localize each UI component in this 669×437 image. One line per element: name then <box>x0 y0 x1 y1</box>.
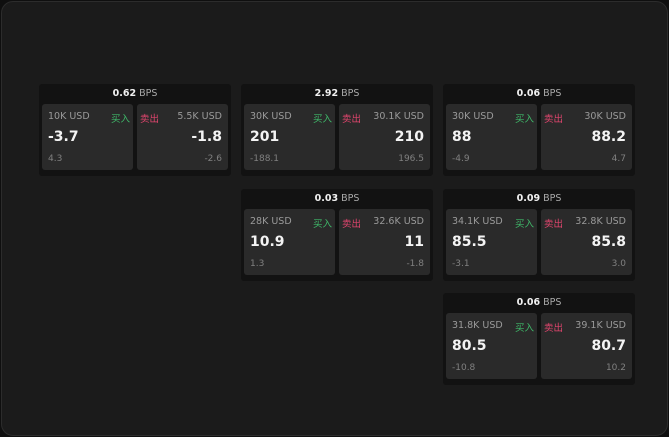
quote-card: 0.03 BPS 28K USD 买入 10.9 1.3 卖出 32.6K US… <box>241 189 433 281</box>
sell-change: 10.2 <box>605 363 626 373</box>
buy-size: 31.8K USD <box>452 320 503 331</box>
buy-price: 85.5 <box>452 234 487 250</box>
sell-change: -2.6 <box>204 154 222 164</box>
sell-label: 卖出 <box>544 323 564 334</box>
buy-price: 201 <box>250 129 280 145</box>
spread-unit: BPS <box>341 193 360 204</box>
sell-size: 5.5K USD <box>177 111 222 122</box>
buy-change: 4.3 <box>48 154 63 164</box>
spread-unit: BPS <box>543 88 562 99</box>
sell-price: 88.2 <box>591 129 626 145</box>
sell-panel[interactable]: 卖出 32.8K USD 85.8 3.0 <box>541 209 632 275</box>
buy-change: 1.3 <box>250 259 265 269</box>
buy-price: 80.5 <box>452 338 487 354</box>
buy-change: -188.1 <box>250 154 280 164</box>
buy-size: 10K USD <box>48 111 90 122</box>
spread-unit: BPS <box>543 297 562 308</box>
buy-panel[interactable]: 10K USD 买入 -3.7 4.3 <box>42 104 133 170</box>
sell-panel[interactable]: 卖出 5.5K USD -1.8 -2.6 <box>137 104 228 170</box>
sell-panel[interactable]: 卖出 32.6K USD 11 -1.8 <box>339 209 430 275</box>
sell-panel[interactable]: 卖出 39.1K USD 80.7 10.2 <box>541 313 632 379</box>
sell-label: 卖出 <box>342 114 362 125</box>
sell-label: 卖出 <box>544 219 564 230</box>
sell-price: 80.7 <box>591 338 626 354</box>
sell-size: 30K USD <box>584 111 626 122</box>
buy-price: 10.9 <box>250 234 285 250</box>
spread-value: 0.06 <box>516 297 541 308</box>
sell-label: 卖出 <box>544 114 564 125</box>
buy-label: 买入 <box>514 219 534 230</box>
spread-value: 0.06 <box>516 88 541 99</box>
sell-label: 卖出 <box>342 219 362 230</box>
spread-value: 2.92 <box>314 88 339 99</box>
sell-change: 3.0 <box>611 259 626 269</box>
buy-size: 28K USD <box>250 216 292 227</box>
quote-card: 0.09 BPS 34.1K USD 买入 85.5 -3.1 卖出 32.8K… <box>443 189 635 281</box>
buy-label: 买入 <box>312 219 332 230</box>
spread-unit: BPS <box>341 88 360 99</box>
sell-price: 85.8 <box>591 234 626 250</box>
sell-panel[interactable]: 卖出 30.1K USD 210 196.5 <box>339 104 430 170</box>
buy-size: 34.1K USD <box>452 216 503 227</box>
spread-unit: BPS <box>543 193 562 204</box>
sell-change: 196.5 <box>398 154 424 164</box>
buy-price: -3.7 <box>48 129 79 145</box>
quote-card: 0.06 BPS 30K USD 买入 88 -4.9 卖出 30K USD 8… <box>443 84 635 176</box>
sell-change: 4.7 <box>611 154 626 164</box>
buy-label: 买入 <box>110 114 130 125</box>
buy-label: 买入 <box>312 114 332 125</box>
spread-header: 0.03 BPS <box>241 189 433 209</box>
sell-size: 32.6K USD <box>373 216 424 227</box>
buy-change: -4.9 <box>452 154 470 164</box>
spread-value: 0.03 <box>314 193 339 204</box>
quote-card: 0.62 BPS 10K USD 买入 -3.7 4.3 卖出 5.5K USD… <box>39 84 231 176</box>
spread-value: 0.62 <box>112 88 137 99</box>
quote-card: 2.92 BPS 30K USD 买入 201 -188.1 卖出 30.1K … <box>241 84 433 176</box>
sell-price: -1.8 <box>191 129 222 145</box>
buy-price: 88 <box>452 129 472 145</box>
quote-card: 0.06 BPS 31.8K USD 买入 80.5 -10.8 卖出 39.1… <box>443 293 635 385</box>
buy-size: 30K USD <box>250 111 292 122</box>
spread-header: 0.06 BPS <box>443 293 635 313</box>
sell-price: 11 <box>404 234 424 250</box>
sell-price: 210 <box>394 129 424 145</box>
buy-label: 买入 <box>514 114 534 125</box>
buy-panel[interactable]: 30K USD 买入 88 -4.9 <box>446 104 537 170</box>
spread-unit: BPS <box>139 88 158 99</box>
buy-change: -3.1 <box>452 259 470 269</box>
buy-label: 买入 <box>514 323 534 334</box>
spread-header: 2.92 BPS <box>241 84 433 104</box>
buy-panel[interactable]: 30K USD 买入 201 -188.1 <box>244 104 335 170</box>
sell-change: -1.8 <box>406 259 424 269</box>
spread-header: 0.62 BPS <box>39 84 231 104</box>
sell-size: 32.8K USD <box>575 216 626 227</box>
buy-panel[interactable]: 28K USD 买入 10.9 1.3 <box>244 209 335 275</box>
buy-change: -10.8 <box>452 363 476 373</box>
spread-value: 0.09 <box>516 193 541 204</box>
sell-label: 卖出 <box>140 114 160 125</box>
buy-size: 30K USD <box>452 111 494 122</box>
buy-panel[interactable]: 31.8K USD 买入 80.5 -10.8 <box>446 313 537 379</box>
spread-header: 0.09 BPS <box>443 189 635 209</box>
buy-panel[interactable]: 34.1K USD 买入 85.5 -3.1 <box>446 209 537 275</box>
sell-panel[interactable]: 卖出 30K USD 88.2 4.7 <box>541 104 632 170</box>
spread-header: 0.06 BPS <box>443 84 635 104</box>
sell-size: 39.1K USD <box>575 320 626 331</box>
sell-size: 30.1K USD <box>373 111 424 122</box>
